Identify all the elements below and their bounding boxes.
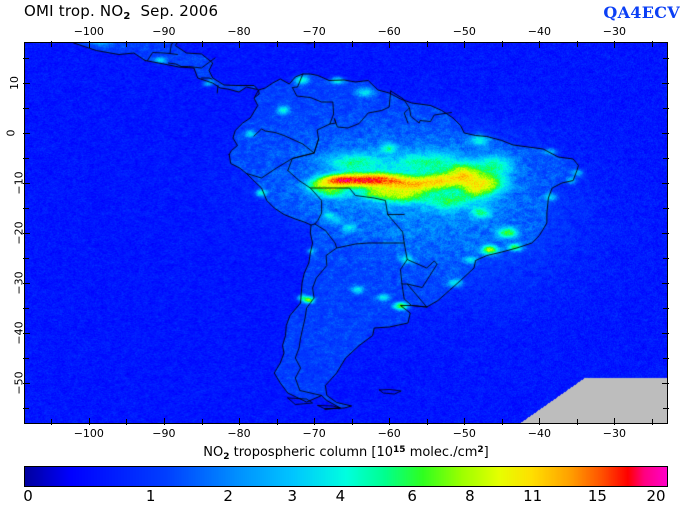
lon-tick-label: −60 [377,427,401,440]
colorbar-tick-label: 15 [587,487,607,505]
lon-tick-label: −50 [452,25,476,38]
lon-tick-label: −30 [602,427,626,440]
lon-tick-label: −40 [527,25,551,38]
colorbar-gradient [25,467,667,486]
figure-title: OMI trop. NO2 Sep. 2006 [24,2,218,26]
lon-tick-label: −90 [152,427,176,440]
lat-tick-label: −30 [12,271,26,295]
map-panel [23,41,669,425]
colorbar-title: NO2 tropospheric column [1015 molec./cm2… [0,443,692,465]
cb-units: molec./cm [405,445,478,460]
title-species: OMI trop. NO [24,2,124,20]
lon-tick-label: −60 [377,25,401,38]
colorbar [24,466,668,487]
lon-tick-label: −100 [73,25,104,38]
lat-tick-label: −20 [12,221,26,245]
lon-tick-label: −30 [602,25,626,38]
cb-exponent: 15 [393,445,406,455]
lat-tick-label: 0 [4,129,18,137]
colorbar-tick-label: 0 [23,487,33,505]
colorbar-tick-label: 4 [335,487,346,505]
lon-tick-label: −50 [452,427,476,440]
colorbar-tick-label: 11 [523,487,543,505]
lon-tick-label: −100 [73,427,104,440]
colorbar-tick-label: 6 [407,487,417,505]
cb-unit-exponent: 2 [477,445,484,455]
lon-tick-label: −90 [152,25,176,38]
title-subscript: 2 [123,11,131,22]
colorbar-tick-label: 1 [145,487,156,505]
cb-species: NO [203,445,224,460]
colorbar-tick-label: 3 [287,487,298,505]
map-frame [24,42,668,424]
lon-tick-label: −80 [227,25,251,38]
colorbar-tick-labels: 0 1 2 3 4 6 8 11 15 20 [0,488,692,506]
cb-bracket: ] [483,445,489,460]
cb-subscript: 2 [223,452,230,462]
lat-tick-label: −50 [12,371,26,395]
no2-heatmap-canvas [25,43,667,423]
lon-tick-label: −70 [302,25,326,38]
lon-tick-label: −70 [302,427,326,440]
title-period: Sep. 2006 [140,2,219,20]
lat-tick-label: −40 [12,321,26,345]
cb-quantity: tropospheric column [10 [229,445,394,460]
lat-tick-label: 10 [8,76,21,90]
lon-tick-label: −80 [227,427,251,440]
colorbar-tick-label: 20 [646,487,666,505]
colorbar-tick-label: 2 [223,487,233,505]
qa4ecv-logo: QA4ECV [603,3,680,22]
lon-tick-label: −40 [527,427,551,440]
colorbar-tick-label: 8 [465,487,475,505]
lat-tick-label: −10 [12,171,26,195]
